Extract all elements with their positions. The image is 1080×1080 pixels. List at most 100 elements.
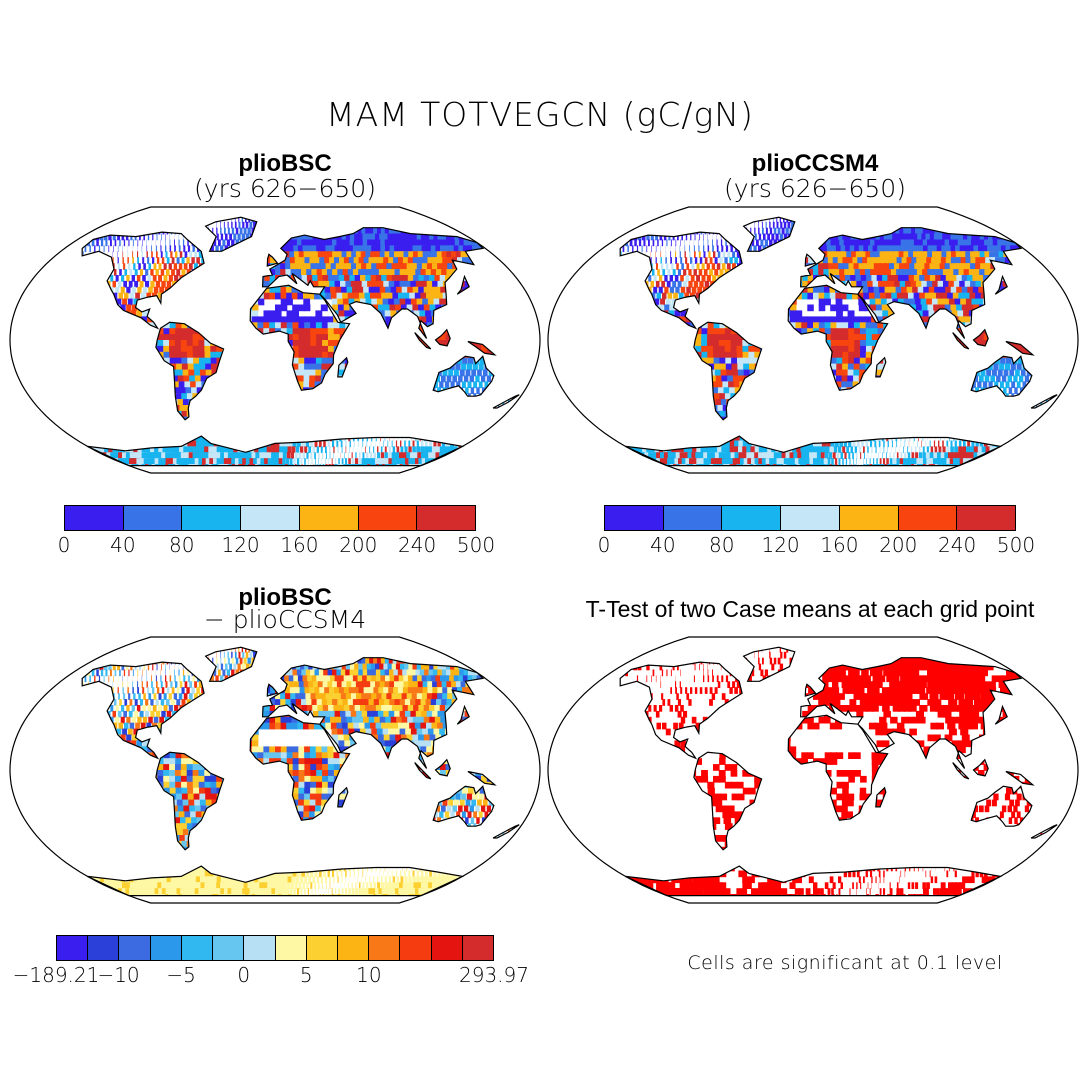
grid-cell xyxy=(202,217,205,223)
grid-cell xyxy=(940,257,951,264)
grid-cell xyxy=(333,227,343,235)
grid-cell xyxy=(146,245,148,253)
grid-cell xyxy=(158,405,167,412)
grid-cell xyxy=(418,275,428,282)
grid-cell xyxy=(115,275,119,282)
grid-cell xyxy=(296,280,304,288)
grid-cell xyxy=(344,452,345,459)
grid-cell xyxy=(681,217,689,223)
grid-cell xyxy=(84,428,98,436)
grid-cell xyxy=(12,322,18,329)
grid-cell xyxy=(327,440,330,448)
grid-cell xyxy=(421,351,428,359)
grid-cell xyxy=(97,375,106,383)
grid-cell xyxy=(451,345,458,353)
grid-cell xyxy=(152,357,160,365)
grid-cell xyxy=(278,227,285,235)
grid-cell xyxy=(116,381,125,389)
grid-cell xyxy=(801,227,806,235)
grid-cell xyxy=(433,440,437,448)
grid-cell xyxy=(330,263,339,270)
grid-cell xyxy=(435,375,441,383)
grid-cell xyxy=(283,446,288,454)
grid-cell xyxy=(198,345,206,353)
grid-cell xyxy=(843,263,851,270)
grid-cell xyxy=(519,316,527,323)
grid-cell xyxy=(90,369,99,377)
grid-cell xyxy=(459,434,463,442)
grid-cell xyxy=(641,233,646,241)
grid-cell xyxy=(34,346,41,353)
grid-cell xyxy=(227,452,236,459)
grid-cell xyxy=(501,363,507,371)
grid-cell xyxy=(337,221,347,229)
grid-cell xyxy=(389,428,391,436)
grid-cell xyxy=(335,286,343,294)
grid-cell xyxy=(453,428,456,436)
grid-cell xyxy=(215,399,223,406)
grid-cell xyxy=(833,269,841,276)
grid-cell xyxy=(265,245,271,253)
grid-cell xyxy=(889,263,897,270)
grid-cell xyxy=(108,227,114,235)
grid-cell xyxy=(867,221,877,229)
grid-cell xyxy=(372,304,380,312)
grid-cell xyxy=(292,334,300,341)
grid-cell xyxy=(252,387,260,394)
grid-cell xyxy=(311,217,320,223)
grid-cell xyxy=(152,405,162,412)
grid-cell xyxy=(423,393,428,400)
grid-cell xyxy=(33,287,36,294)
grid-cell xyxy=(463,434,467,442)
grid-cell xyxy=(94,428,107,436)
grid-cell xyxy=(837,257,845,264)
grid-cell xyxy=(230,286,237,294)
grid-cell xyxy=(59,358,67,365)
grid-cell xyxy=(332,428,336,436)
grid-cell xyxy=(204,221,205,229)
grid-cell xyxy=(364,387,370,394)
grid-cell xyxy=(191,292,197,300)
grid-cell xyxy=(239,263,245,270)
grid-cell xyxy=(105,381,114,389)
grid-cell xyxy=(82,369,87,377)
grid-cell xyxy=(813,221,818,229)
grid-cell xyxy=(163,351,171,359)
grid-cell xyxy=(222,351,230,359)
grid-cell xyxy=(127,298,133,306)
grid-cell xyxy=(251,251,257,258)
grid-cell xyxy=(472,410,474,418)
grid-cell xyxy=(47,405,58,412)
grid-cell xyxy=(328,275,336,282)
grid-cell xyxy=(116,298,122,306)
grid-cell xyxy=(940,221,956,229)
grid-cell xyxy=(197,393,206,400)
grid-cell xyxy=(91,304,97,312)
grid-cell xyxy=(211,316,218,324)
grid-cell xyxy=(459,369,465,377)
grid-cell xyxy=(331,217,342,223)
grid-cell xyxy=(964,263,975,270)
grid-cell xyxy=(254,269,260,276)
grid-cell xyxy=(749,275,755,282)
grid-cell xyxy=(1019,257,1032,264)
grid-cell xyxy=(35,293,38,300)
grid-cell xyxy=(288,217,294,223)
grid-cell xyxy=(310,328,317,335)
grid-cell xyxy=(206,422,214,430)
grid-cell xyxy=(725,217,729,223)
grid-cell xyxy=(269,357,276,365)
grid-cell xyxy=(759,275,766,282)
grid-cell xyxy=(423,405,427,412)
grid-cell xyxy=(1036,275,1047,282)
grid-cell xyxy=(465,292,474,300)
grid-cell xyxy=(117,280,122,288)
grid-cell xyxy=(116,227,122,235)
grid-cell xyxy=(180,387,188,394)
grid-cell xyxy=(398,422,400,430)
grid-cell xyxy=(482,405,484,412)
grid-cell xyxy=(425,269,436,276)
grid-cell xyxy=(391,275,401,282)
grid-cell xyxy=(336,251,345,258)
grid-cell xyxy=(789,251,795,258)
